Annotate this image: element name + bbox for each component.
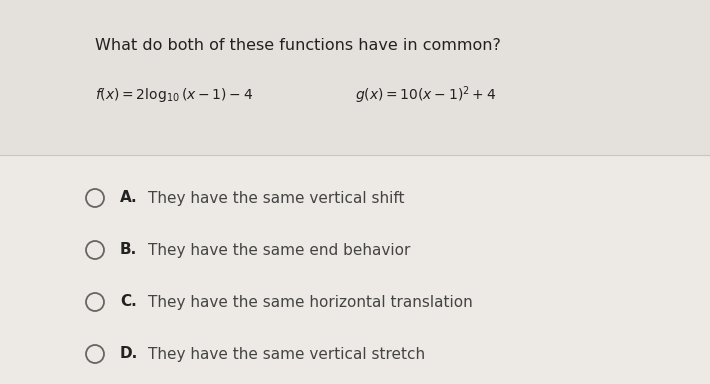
Bar	[0, 0, 710, 155]
Text: They have the same vertical shift: They have the same vertical shift	[148, 190, 405, 205]
Text: $f(x) = 2\log_{10}(x-1)-4$: $f(x) = 2\log_{10}(x-1)-4$	[95, 86, 253, 104]
Text: They have the same end behavior: They have the same end behavior	[148, 243, 410, 258]
Text: $g(x) = 10(x-1)^{2}+4$: $g(x) = 10(x-1)^{2}+4$	[355, 84, 496, 106]
Text: B.: B.	[120, 243, 137, 258]
Text: C.: C.	[120, 295, 137, 310]
Text: They have the same horizontal translation: They have the same horizontal translatio…	[148, 295, 473, 310]
Text: A.: A.	[120, 190, 138, 205]
Text: D.: D.	[120, 346, 138, 361]
Text: They have the same vertical stretch: They have the same vertical stretch	[148, 346, 425, 361]
Text: What do both of these functions have in common?: What do both of these functions have in …	[95, 38, 501, 53]
